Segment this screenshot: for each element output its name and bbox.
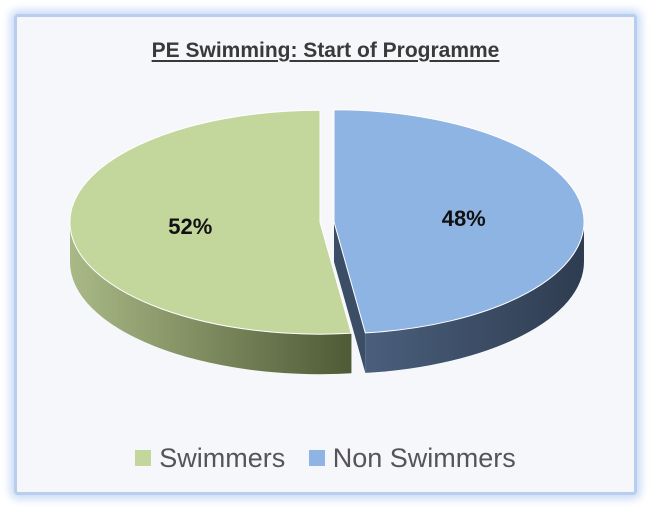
slice-side-wall <box>70 222 352 375</box>
chart-frame: PE Swimming: Start of Programme 52% 48% … <box>14 14 637 495</box>
chart-title: PE Swimming: Start of Programme <box>151 39 500 62</box>
slice-non-swimmers-side <box>333 221 584 373</box>
legend-swatch-non-swimmers <box>308 450 325 466</box>
legend-label-swimmers: Swimmers <box>159 442 286 473</box>
slice-swimmers[interactable] <box>69 109 353 335</box>
slice-non-swimmers[interactable] <box>333 109 585 334</box>
slice-label-non-swimmers: 48% <box>442 206 486 231</box>
legend-item-non-swimmers: Non Swimmers <box>308 442 516 474</box>
legend-swatch-swimmers <box>135 450 152 466</box>
slice-label-swimmers: 52% <box>168 214 212 239</box>
slice-cut-face <box>333 221 366 373</box>
legend: Swimmers Non Swimmers <box>17 442 634 474</box>
legend-label-non-swimmers: Non Swimmers <box>332 442 516 473</box>
pie-chart: 52% 48% <box>69 109 585 375</box>
slice-side-wall <box>365 221 584 373</box>
legend-item-swimmers: Swimmers <box>135 443 285 474</box>
